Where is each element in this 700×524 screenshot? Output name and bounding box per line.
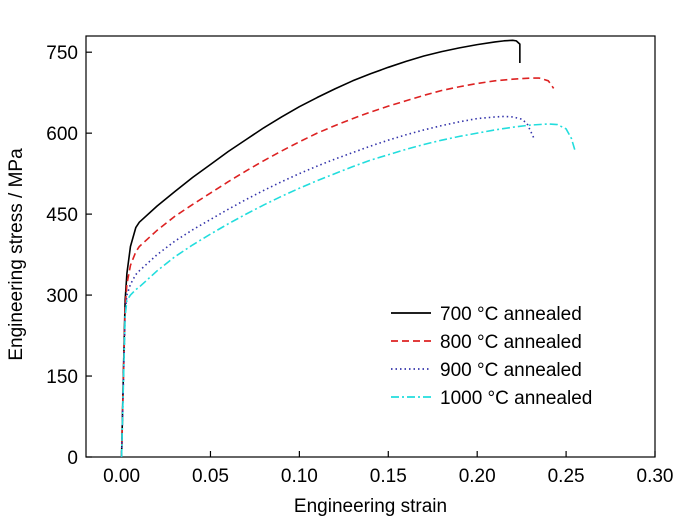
x-tick-label: 0.15 [370, 466, 407, 487]
y-tick-label: 150 [46, 367, 78, 388]
legend-label-3: 1000 °C annealed [440, 388, 592, 409]
y-tick-label: 300 [46, 286, 78, 307]
legend-label-0: 700 °C annealed [440, 304, 582, 325]
legend-label-2: 900 °C annealed [440, 360, 582, 381]
legend: 700 °C annealed 800 °C annealed 900 °C ann… [391, 304, 592, 409]
plot-border [85, 35, 656, 458]
series-line-1 [120, 77, 555, 458]
y-axis-label: Engineering stress / MPa [6, 148, 27, 361]
x-tick-label: 0.25 [548, 466, 585, 487]
x-tick-label: 0.00 [103, 466, 140, 487]
y-tick-label: 600 [46, 124, 78, 145]
series-line-0 [120, 39, 521, 458]
legend-label-1: 800 °C annealed [440, 332, 582, 353]
y-axis-ticks: 0 150 300 450 600 750 [46, 43, 92, 469]
x-tick-label: 0.05 [192, 466, 229, 487]
series-layer [120, 39, 576, 458]
y-tick-label: 0 [67, 448, 78, 469]
series-line-2 [120, 115, 535, 458]
x-axis-label: Engineering strain [294, 496, 447, 517]
x-tick-label: 0.10 [281, 466, 318, 487]
y-tick-label: 750 [46, 43, 78, 64]
x-tick-label: 0.20 [459, 466, 496, 487]
x-tick-label: 0.30 [637, 466, 674, 487]
plot-frame [85, 35, 656, 458]
y-tick-label: 450 [46, 205, 78, 226]
x-axis-ticks: 0.00 0.05 0.10 0.15 0.20 0.25 0.30 [103, 451, 673, 487]
series-line-3 [120, 123, 576, 458]
